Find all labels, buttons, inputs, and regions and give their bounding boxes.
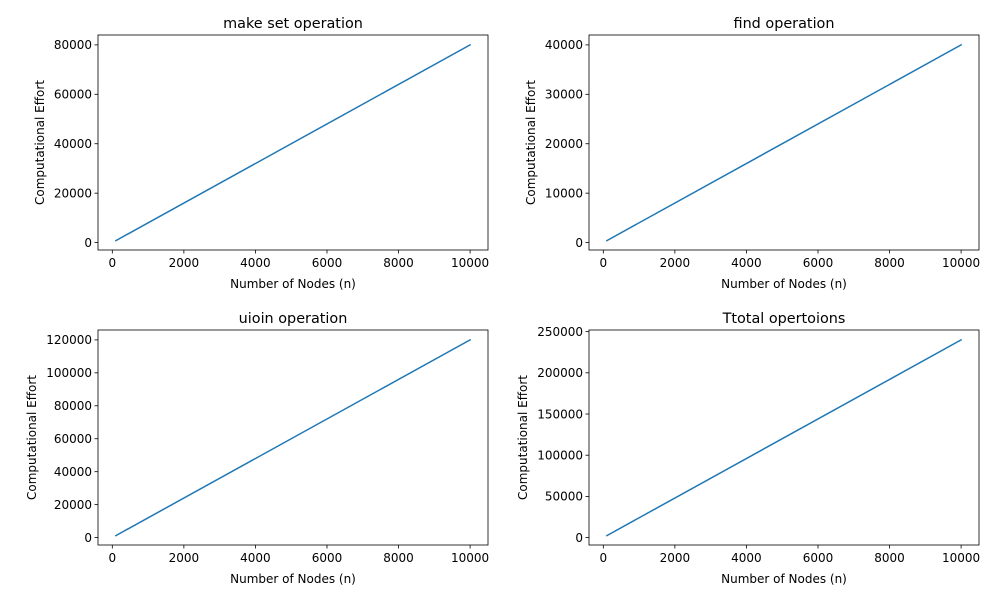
series-line (605, 43, 963, 242)
y-tick-label: 0 (575, 531, 583, 545)
subplot-title: Ttotal opertoions (722, 311, 846, 327)
x-tick-label: 0 (599, 551, 607, 565)
x-tick-label: 8000 (383, 551, 414, 565)
y-tick-label: 150000 (537, 407, 583, 421)
x-tick-label: 10000 (942, 256, 980, 270)
x-tick-label: 8000 (383, 256, 414, 270)
subplot: 0 2000 4000 6000 8000 10000 0 10000 20000 30000 40… (524, 16, 980, 291)
axes-frame (588, 34, 980, 251)
x-axis-label: Number of Nodes (n) (721, 572, 847, 586)
x-axis-label: Number of Nodes (n) (230, 572, 356, 586)
x-tick-label: 0 (599, 256, 607, 270)
y-axis-label: Computational Effort (516, 375, 530, 500)
axes-frame (97, 329, 489, 546)
series-line (605, 338, 963, 537)
y-tick-label: 40000 (545, 38, 583, 52)
x-tick-label: 8000 (874, 551, 905, 565)
subplot: 0 2000 4000 6000 8000 10000050000100000150000… (516, 311, 980, 586)
x-tick-label: 4000 (240, 551, 271, 565)
subplot-title: uioin operation (239, 311, 348, 327)
y-tick-label: 60000 (54, 88, 92, 102)
y-tick-label: 0 (84, 531, 92, 545)
axes-frame (588, 329, 980, 546)
x-tick-label: 4000 (731, 551, 762, 565)
x-tick-label: 6000 (312, 551, 343, 565)
x-tick-label: 0 (108, 551, 116, 565)
y-axis-label: Computational Effort (33, 80, 47, 205)
subplot: 0 2000 4000 6000 8000 10000 0 20000 40000 60000 80… (33, 16, 489, 291)
y-tick-label: 0 (575, 236, 583, 250)
x-tick-label: 6000 (803, 256, 834, 270)
x-tick-label: 2000 (169, 256, 200, 270)
y-tick-label: 20000 (54, 186, 92, 200)
x-axis-label: Number of Nodes (n) (721, 277, 847, 291)
x-axis-label: Number of Nodes (n) (230, 277, 356, 291)
y-tick-label: 50000 (545, 490, 583, 504)
x-tick-label: 2000 (660, 551, 691, 565)
series-line (114, 338, 472, 537)
axes-frame (97, 34, 489, 251)
y-tick-label: 20000 (545, 137, 583, 151)
y-tick-label: 250000 (537, 325, 583, 339)
y-tick-label: 40000 (54, 137, 92, 151)
subplot-title: make set operation (223, 16, 363, 32)
y-tick-label: 40000 (54, 465, 92, 479)
series-line (114, 43, 472, 242)
x-tick-label: 4000 (240, 256, 271, 270)
x-tick-label: 0 (108, 256, 116, 270)
x-tick-label: 4000 (731, 256, 762, 270)
y-tick-label: 10000 (545, 186, 583, 200)
y-tick-label: 100000 (46, 366, 92, 380)
x-tick-label: 10000 (942, 551, 980, 565)
subplot-title: find operation (734, 16, 835, 32)
x-tick-label: 6000 (803, 551, 834, 565)
y-tick-label: 20000 (54, 498, 92, 512)
x-tick-label: 6000 (312, 256, 343, 270)
y-tick-label: 80000 (54, 38, 92, 52)
x-tick-label: 10000 (451, 256, 489, 270)
y-tick-label: 120000 (46, 333, 92, 347)
subplot: 0 2000 4000 6000 8000 10000020000400006000080… (25, 311, 489, 586)
y-tick-label: 80000 (54, 399, 92, 413)
x-tick-label: 8000 (874, 256, 905, 270)
y-tick-label: 60000 (54, 432, 92, 446)
x-tick-label: 10000 (451, 551, 489, 565)
y-tick-label: 0 (84, 236, 92, 250)
x-tick-label: 2000 (660, 256, 691, 270)
y-tick-label: 200000 (537, 366, 583, 380)
y-tick-label: 100000 (537, 449, 583, 463)
y-tick-label: 30000 (545, 88, 583, 102)
x-tick-label: 2000 (169, 551, 200, 565)
y-axis-label: Computational Effort (25, 375, 39, 500)
y-axis-label: Computational Effort (524, 80, 538, 205)
